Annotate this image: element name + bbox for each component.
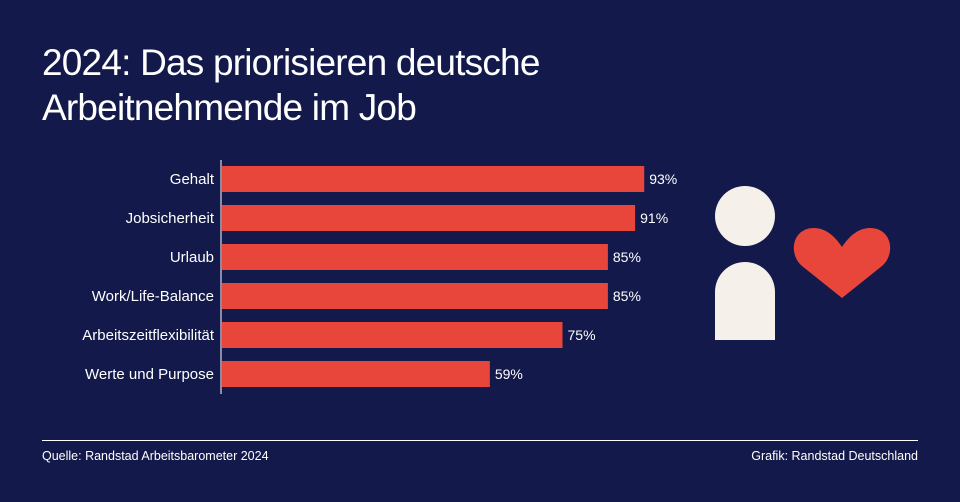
category-label-1: Jobsicherheit	[126, 210, 215, 227]
value-label-0: 93%	[649, 171, 677, 187]
chart-title-line-2: Arbeitnehmende im Job	[42, 87, 417, 128]
category-label-0: Gehalt	[170, 171, 215, 188]
category-label-2: Urlaub	[170, 249, 214, 266]
value-label-2: 85%	[613, 249, 641, 265]
value-label-4: 75%	[568, 327, 596, 343]
category-label-5: Werte und Purpose	[85, 366, 214, 383]
illustration	[700, 180, 920, 350]
footer-divider	[42, 440, 918, 441]
person-icon	[715, 186, 775, 340]
bar-4	[222, 322, 563, 348]
bar-5	[222, 361, 490, 387]
source-note: Quelle: Randstad Arbeitsbarometer 2024	[42, 449, 269, 463]
bar-3	[222, 283, 608, 309]
chart-title-line-1: 2024: Das priorisieren deutsche	[42, 42, 540, 83]
category-label-3: Work/Life-Balance	[92, 288, 214, 305]
bars-layer: Gehalt 93% Jobsicherheit 91% Urlaub 85% Work/L…	[82, 166, 677, 387]
credit-note: Grafik: Randstad Deutschland	[751, 449, 918, 463]
value-label-5: 59%	[495, 366, 523, 382]
category-label-4: Arbeitszeitflexibilität	[82, 327, 215, 344]
bar-1	[222, 205, 636, 231]
bar-0	[222, 166, 645, 192]
value-label-3: 85%	[613, 288, 641, 304]
heart-icon	[793, 228, 891, 298]
chart-title: 2024: Das priorisieren deutsche Arbeitne…	[42, 40, 742, 130]
bar-2	[222, 244, 608, 270]
value-label-1: 91%	[640, 210, 668, 226]
